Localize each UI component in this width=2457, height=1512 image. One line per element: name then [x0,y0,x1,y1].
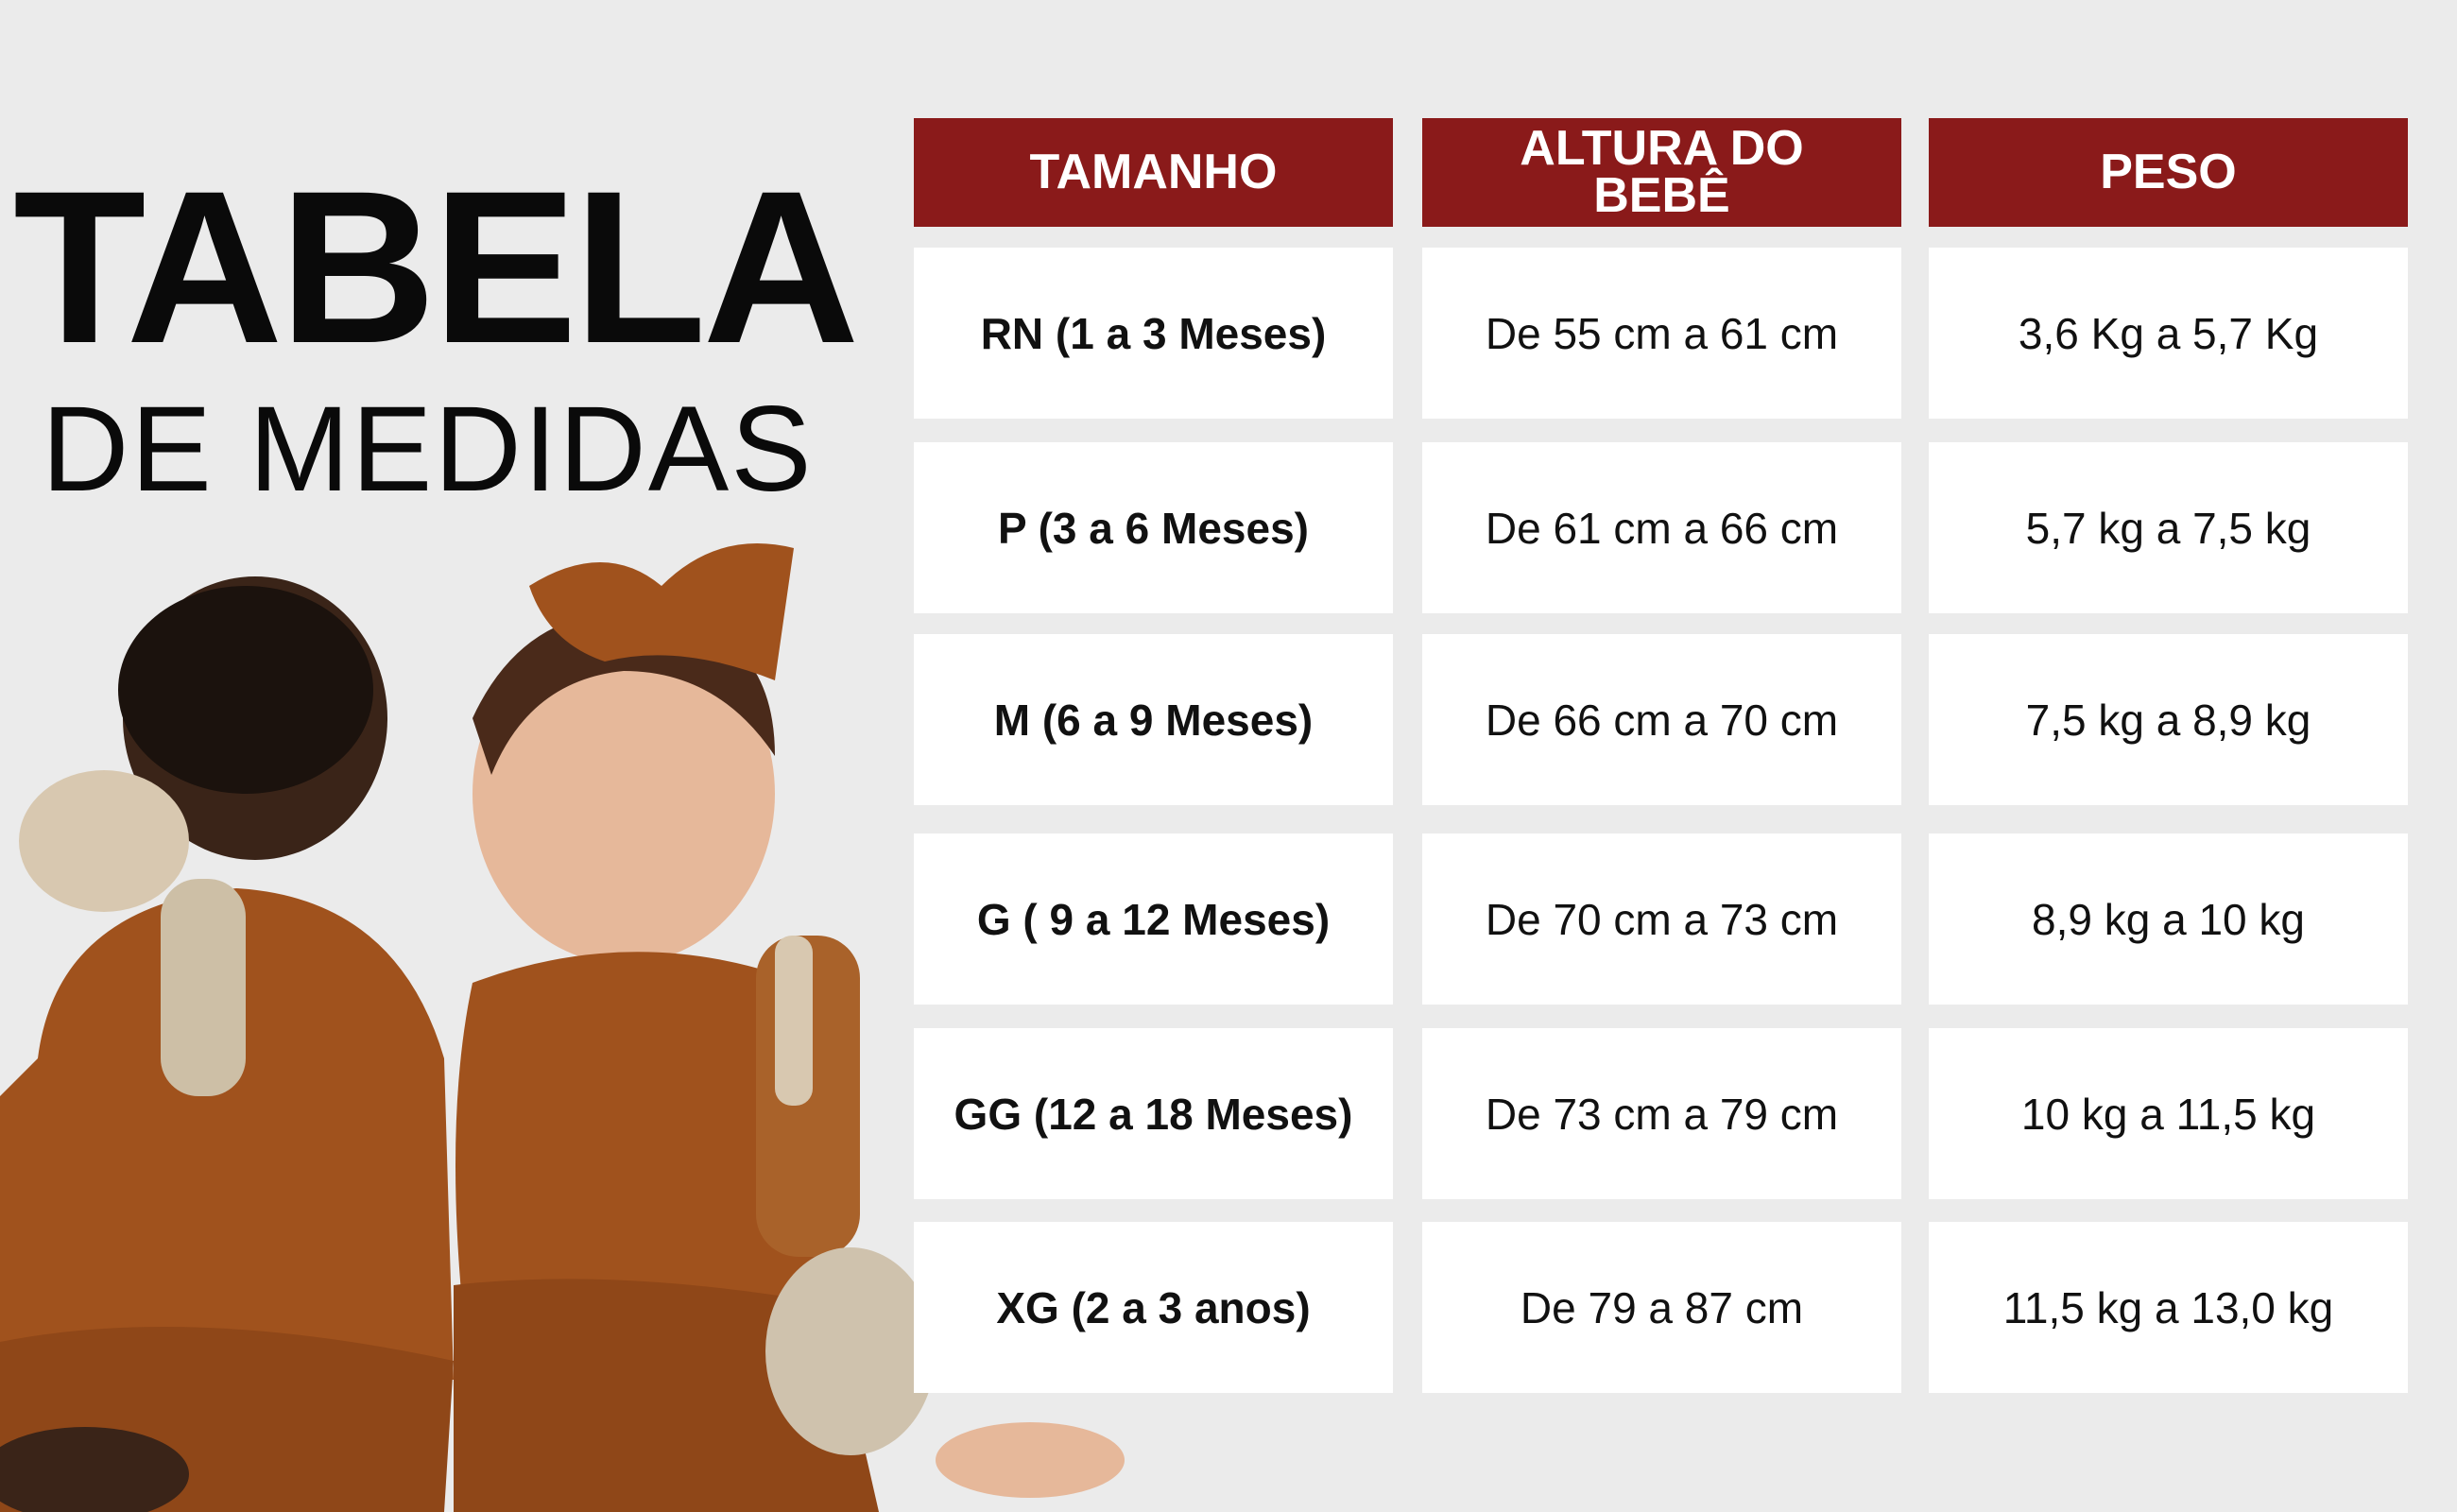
header-altura: ALTURA DO BEBÊ [1422,118,1901,227]
baby-left-outfit [0,888,454,1380]
weight-cell: 10 kg a 11,5 kg [1929,1028,2408,1199]
header-altura-label: ALTURA DO BEBÊ [1520,121,1804,223]
toy-left [19,770,189,912]
babies-photo [0,543,1125,1512]
weight-cell: 5,7 kg a 7,5 kg [1929,442,2408,613]
height-cell: De 79 a 87 cm [1422,1222,1901,1393]
size-cell: G ( 9 a 12 Meses) [914,833,1393,1005]
height-cell: De 55 cm a 61 cm [1422,248,1901,419]
header-peso: PESO [1929,118,2408,227]
baby-right-head [472,624,775,964]
size-cell: M (6 a 9 Meses) [914,634,1393,805]
height-cell: De 61 cm a 66 cm [1422,442,1901,613]
height-cell: De 70 cm a 73 cm [1422,833,1901,1005]
height-cell: De 66 cm a 70 cm [1422,634,1901,805]
weight-cell: 7,5 kg a 8,9 kg [1929,634,2408,805]
weight-cell: 8,9 kg a 10 kg [1929,833,2408,1005]
height-cell: De 73 cm a 79 cm [1422,1028,1901,1199]
size-cell: XG (2 a 3 anos) [914,1222,1393,1393]
size-cell: RN (1 a 3 Meses) [914,248,1393,419]
weight-cell: 11,5 kg a 13,0 kg [1929,1222,2408,1393]
weight-cell: 3,6 Kg a 5,7 Kg [1929,248,2408,419]
baby-right-outfit [455,952,824,1314]
size-cell: GG (12 a 18 Meses) [914,1028,1393,1199]
size-cell: P (3 a 6 Meses) [914,442,1393,613]
title-de-medidas: DE MEDIDAS [42,382,814,517]
header-tamanho: TAMANHO [914,118,1393,227]
hair-bow [529,543,794,680]
title-tabela: TABELA [13,146,860,388]
